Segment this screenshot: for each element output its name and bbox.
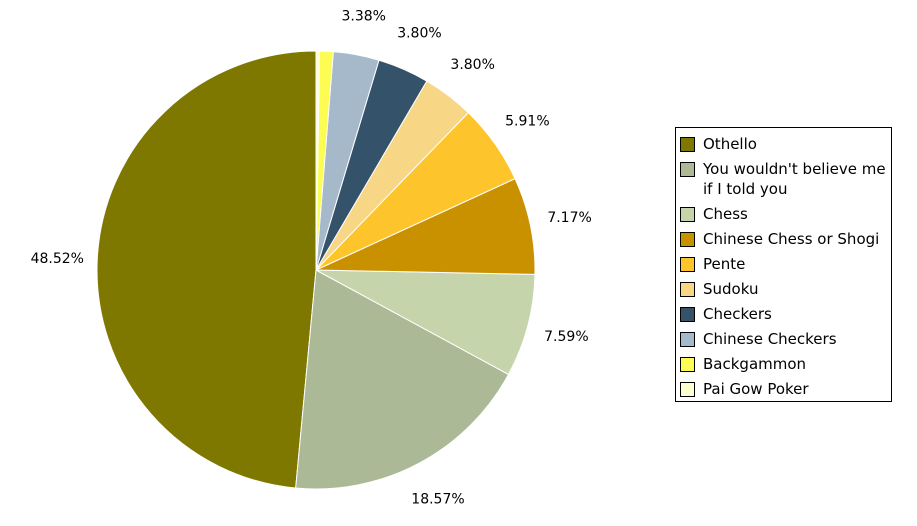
pie-slice-chess	[315, 269, 536, 376]
legend-label: Chinese Chess or Shogi	[703, 230, 880, 248]
legend: Othello You wouldn't believe me if I told…	[675, 127, 892, 402]
legend-label: Chess	[703, 205, 748, 223]
legend-swatch	[680, 207, 695, 222]
legend-swatch	[680, 282, 695, 297]
legend-item-pai-gow-poker: Pai Gow Poker	[680, 379, 888, 399]
pie-slice-pai-gow-poker	[315, 50, 321, 271]
legend-label: Checkers	[703, 305, 772, 323]
pie-label-sudoku: 3.80%	[450, 57, 494, 73]
legend-item-chinese-chess-or-shogi: Chinese Chess or Shogi	[680, 229, 888, 249]
legend-swatch	[680, 257, 695, 272]
legend-item-pente: Pente	[680, 254, 888, 274]
legend-swatch	[680, 232, 695, 247]
pie-labels: 48.52% 18.57% 7.59% 7.17% 5.91% 3.80% 3.80% 3.3…	[31, 8, 592, 507]
pie-label-chinese-checkers: 3.38%	[341, 8, 385, 24]
legend-swatch	[680, 137, 695, 152]
pie-slice-chinese-chess-or-shogi	[315, 177, 536, 275]
pie-label-chinese-chess-or-shogi: 7.17%	[547, 210, 591, 226]
legend-swatch	[680, 382, 695, 397]
pie-label-pente: 5.91%	[505, 113, 549, 129]
legend-label: You wouldn't believe me if I told you	[703, 160, 886, 198]
pie-label-othello: 48.52%	[31, 251, 84, 267]
legend-swatch	[680, 332, 695, 347]
legend-label: Sudoku	[703, 280, 759, 298]
legend-item-chinese-checkers: Chinese Checkers	[680, 329, 888, 349]
legend-label: Pente	[703, 255, 746, 273]
legend-label: Pai Gow Poker	[703, 380, 809, 398]
legend-item-sudoku: Sudoku	[680, 279, 888, 299]
pie-label-chess: 7.59%	[544, 329, 588, 345]
legend-item-you-wouldn-t-believe-me-if-i-told-you: You wouldn't believe me if I told you	[680, 159, 888, 199]
legend-swatch	[680, 307, 695, 322]
legend-swatch	[680, 357, 695, 372]
pie-slice-you-wouldn-t-believe-me-if-i-told-you	[295, 269, 510, 490]
legend-label: Backgammon	[703, 355, 807, 373]
pie-label-you-wouldn-t-believe-me-if-i-told-you: 18.57%	[411, 491, 464, 507]
legend-item-backgammon: Backgammon	[680, 354, 888, 374]
legend-label: Othello	[703, 135, 757, 153]
legend-item-chess: Chess	[680, 204, 888, 224]
pie-slice-othello	[96, 50, 317, 489]
legend-item-othello: Othello	[680, 134, 888, 154]
pie-slices	[96, 50, 536, 490]
legend-label: Chinese Checkers	[703, 330, 837, 348]
legend-item-checkers: Checkers	[680, 304, 888, 324]
pie-label-checkers: 3.80%	[397, 26, 441, 42]
legend-swatch	[680, 162, 695, 177]
